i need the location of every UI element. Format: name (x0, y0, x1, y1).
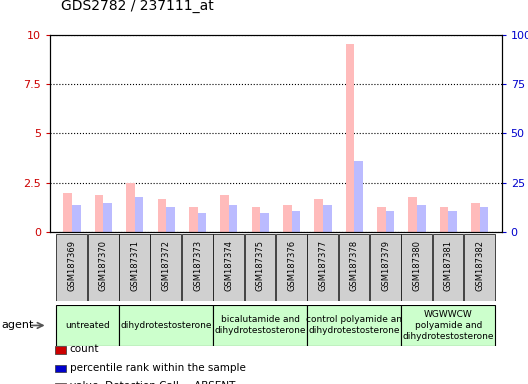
Bar (408, 197, 417, 232)
Bar (189, 207, 197, 232)
Bar (213, 234, 244, 301)
Bar (119, 305, 213, 346)
Bar (197, 213, 206, 232)
Text: WGWWCW
polyamide and
dihydrotestosterone: WGWWCW polyamide and dihydrotestosterone (402, 310, 494, 341)
Bar (338, 234, 369, 301)
Text: GSM187379: GSM187379 (381, 240, 390, 291)
Bar (401, 305, 495, 346)
Text: GSM187369: GSM187369 (68, 240, 77, 291)
Text: percentile rank within the sample: percentile rank within the sample (70, 363, 246, 373)
Bar (401, 234, 432, 301)
Bar (72, 205, 81, 232)
Bar (251, 207, 260, 232)
Bar (244, 234, 275, 301)
Text: GSM187374: GSM187374 (224, 240, 233, 291)
Bar (213, 305, 307, 346)
Text: GSM187376: GSM187376 (287, 240, 296, 291)
Bar (166, 207, 175, 232)
Bar (220, 195, 229, 232)
Text: GSM187378: GSM187378 (350, 240, 359, 291)
Bar (126, 183, 135, 232)
Bar (291, 210, 300, 232)
Bar (464, 234, 495, 301)
Bar (56, 234, 87, 301)
Text: GSM187377: GSM187377 (318, 240, 327, 291)
Text: GSM187381: GSM187381 (444, 240, 453, 291)
Bar (229, 205, 238, 232)
Bar (354, 161, 363, 232)
Text: count: count (70, 344, 99, 354)
Text: GSM187380: GSM187380 (412, 240, 421, 291)
Bar (119, 234, 150, 301)
Text: GSM187370: GSM187370 (99, 240, 108, 291)
Bar (95, 195, 103, 232)
Bar (307, 234, 338, 301)
Bar (377, 207, 385, 232)
Bar (283, 205, 291, 232)
Text: GSM187375: GSM187375 (256, 240, 265, 291)
Bar (88, 234, 118, 301)
Text: value, Detection Call = ABSENT: value, Detection Call = ABSENT (70, 381, 235, 384)
Bar (314, 199, 323, 232)
Text: GSM187373: GSM187373 (193, 240, 202, 291)
Text: untreated: untreated (65, 321, 110, 330)
Text: GSM187372: GSM187372 (162, 240, 171, 291)
Text: bicalutamide and
dihydrotestosterone: bicalutamide and dihydrotestosterone (214, 315, 306, 336)
Bar (448, 210, 457, 232)
Bar (440, 207, 448, 232)
Bar (307, 305, 401, 346)
Bar (135, 197, 144, 232)
Bar (370, 234, 401, 301)
Text: GSM187382: GSM187382 (475, 240, 484, 291)
Bar (103, 203, 112, 232)
Text: control polyamide an
dihydrotestosterone: control polyamide an dihydrotestosterone (306, 315, 402, 336)
Bar (417, 205, 426, 232)
Text: dihydrotestosterone: dihydrotestosterone (120, 321, 212, 330)
Bar (432, 234, 464, 301)
Bar (63, 193, 72, 232)
Text: GDS2782 / 237111_at: GDS2782 / 237111_at (61, 0, 213, 13)
Bar (182, 234, 213, 301)
Bar (479, 207, 488, 232)
Bar (150, 234, 181, 301)
Bar (346, 45, 354, 232)
Bar (260, 213, 269, 232)
Bar (157, 199, 166, 232)
Bar (323, 205, 332, 232)
Bar (276, 234, 307, 301)
Bar (471, 203, 479, 232)
Bar (56, 305, 118, 346)
Text: agent: agent (1, 320, 33, 331)
Text: GSM187371: GSM187371 (130, 240, 139, 291)
Bar (385, 210, 394, 232)
